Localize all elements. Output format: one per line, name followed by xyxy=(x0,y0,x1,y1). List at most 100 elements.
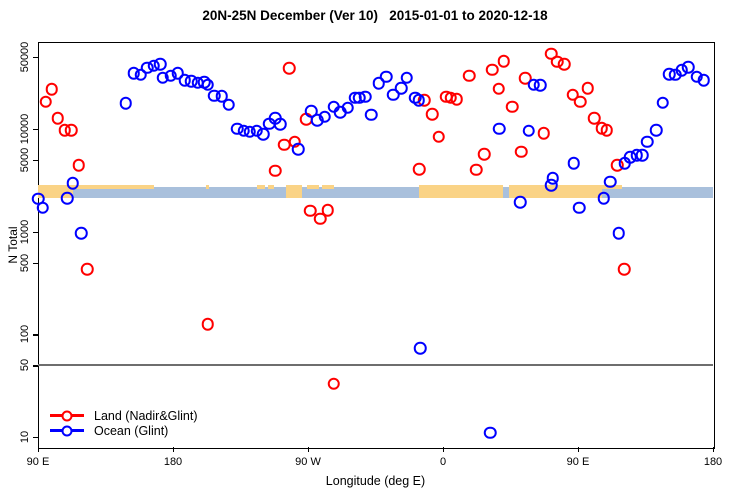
x-tick-label: 0 xyxy=(439,456,447,468)
data-point-land xyxy=(72,158,85,172)
data-point-land xyxy=(65,124,78,137)
data-point-ocean xyxy=(222,98,235,112)
x-tick-mark xyxy=(173,447,175,452)
y-tick-label: 50000 xyxy=(19,41,31,73)
data-point-ocean xyxy=(61,192,74,205)
map-band-land-segment xyxy=(257,184,265,189)
data-point-land xyxy=(432,130,445,143)
data-point-land xyxy=(463,69,476,83)
map-band-land-segment xyxy=(72,184,88,189)
x-tick-mark xyxy=(578,447,580,452)
data-point-ocean xyxy=(567,157,580,170)
data-point-land xyxy=(519,72,532,85)
data-point-ocean xyxy=(649,124,663,137)
legend-swatch xyxy=(50,410,84,421)
data-point-land xyxy=(450,92,464,106)
x-tick-mark xyxy=(443,447,445,452)
x-tick-label: 180 xyxy=(163,456,183,468)
y-tick-mark xyxy=(33,231,38,233)
data-point-land xyxy=(492,82,505,96)
data-point-land xyxy=(314,212,327,226)
data-point-ocean xyxy=(697,73,710,87)
data-point-ocean xyxy=(573,201,586,214)
x-tick-label: 180 xyxy=(703,456,723,468)
data-point-ocean xyxy=(75,227,88,240)
data-point-land xyxy=(304,204,317,218)
reference-line xyxy=(38,364,713,367)
data-point-land xyxy=(39,95,52,108)
data-point-land xyxy=(600,124,614,137)
data-point-land xyxy=(485,63,499,77)
data-point-land xyxy=(618,262,631,276)
x-tick-mark xyxy=(308,447,310,452)
data-point-land xyxy=(505,100,519,113)
x-tick-label: 90 E xyxy=(566,456,590,468)
legend-circle-icon xyxy=(61,410,73,421)
map-band-land-segment xyxy=(267,184,274,189)
data-point-ocean xyxy=(522,124,535,138)
x-tick-label: 90 E xyxy=(26,456,50,468)
data-point-ocean xyxy=(534,79,547,92)
legend-label: Ocean (Glint) xyxy=(94,423,169,438)
data-point-ocean xyxy=(514,196,527,209)
data-point-ocean xyxy=(597,192,610,205)
data-point-land xyxy=(201,318,215,331)
y-tick-label: 5000 xyxy=(19,147,31,173)
data-point-land xyxy=(566,88,579,102)
y-tick-mark xyxy=(33,334,38,336)
data-point-land xyxy=(81,262,94,276)
y-tick-mark xyxy=(33,159,38,162)
data-point-ocean xyxy=(640,135,654,148)
data-point-land xyxy=(283,62,296,75)
map-band-land-segment xyxy=(285,184,302,198)
y-tick-label: 1000 xyxy=(19,219,31,244)
map-band-land-segment xyxy=(206,184,209,189)
data-point-ocean xyxy=(274,117,287,131)
y-tick-mark xyxy=(33,57,38,59)
y-tick-mark xyxy=(33,128,38,131)
y-tick-label: 10 xyxy=(19,430,31,444)
y-tick-label: 10000 xyxy=(19,113,31,145)
data-point-ocean xyxy=(682,60,695,74)
map-band-land-segment xyxy=(419,184,503,198)
data-point-ocean xyxy=(372,77,385,90)
data-point-ocean xyxy=(364,108,378,122)
data-point-land xyxy=(45,83,58,96)
legend: Land (Nadir&Glint) Ocean (Glint) xyxy=(50,408,198,438)
data-point-ocean xyxy=(292,143,305,156)
data-point-ocean xyxy=(604,175,617,188)
data-point-ocean xyxy=(318,110,332,123)
y-tick-mark xyxy=(33,262,38,264)
x-tick-mark xyxy=(713,447,715,452)
y-tick-label: 50 xyxy=(19,359,31,372)
data-point-land xyxy=(581,82,594,95)
data-point-land xyxy=(268,164,282,178)
data-point-land xyxy=(469,163,483,177)
data-point-ocean xyxy=(400,71,413,84)
data-point-land xyxy=(327,377,340,390)
data-point-land xyxy=(588,111,601,125)
data-point-ocean xyxy=(134,68,147,82)
data-point-ocean xyxy=(493,122,506,136)
data-point-ocean xyxy=(119,97,132,110)
x-axis-title: Longitude (deg E) xyxy=(325,474,426,488)
data-point-ocean xyxy=(546,172,559,185)
data-point-ocean xyxy=(387,88,400,102)
data-point-land xyxy=(537,127,550,140)
y-tick-mark xyxy=(33,437,38,439)
legend-swatch xyxy=(50,425,84,436)
legend-item: Land (Nadir&Glint) xyxy=(50,408,198,423)
data-point-ocean xyxy=(635,148,649,162)
data-point-ocean xyxy=(154,58,167,71)
map-band-land-segment xyxy=(321,184,334,189)
data-point-ocean xyxy=(394,82,408,95)
data-point-ocean xyxy=(201,78,214,91)
data-point-ocean xyxy=(612,227,625,240)
chart-title: 20N-25N December (Ver 10) 2015-01-01 to … xyxy=(202,8,548,23)
data-point-land xyxy=(514,145,528,158)
legend-item: Ocean (Glint) xyxy=(50,423,198,438)
data-point-ocean xyxy=(359,90,372,103)
data-point-ocean xyxy=(257,127,270,141)
data-point-ocean xyxy=(414,342,427,355)
